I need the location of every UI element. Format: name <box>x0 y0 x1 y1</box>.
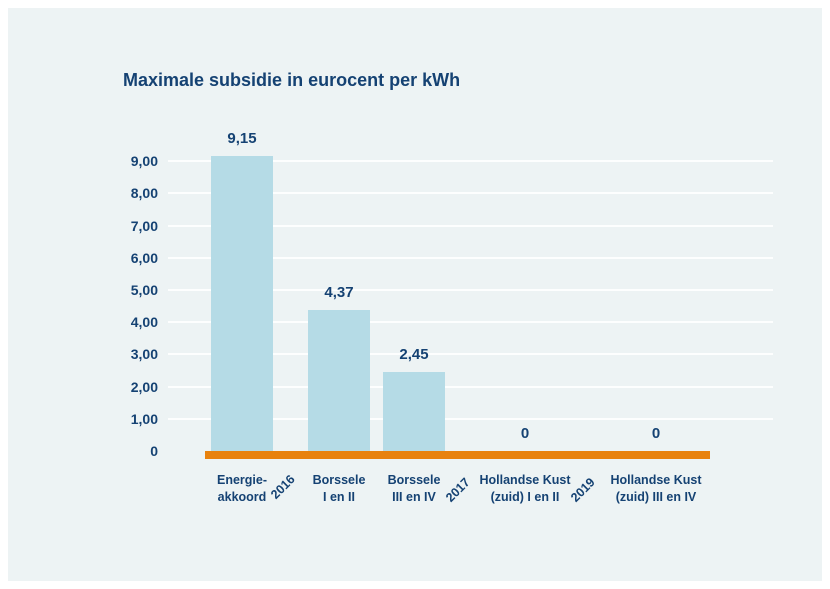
gridline <box>168 321 773 324</box>
bar <box>383 372 445 451</box>
category-label-line: akkoord <box>217 489 267 504</box>
y-tick-label: 1,00 <box>130 410 158 427</box>
gridline <box>168 224 773 227</box>
category-label-line: Borssele <box>312 473 366 487</box>
y-tick-label: 7,00 <box>130 217 158 234</box>
category-label-line: Hollandse Kust <box>479 473 571 487</box>
bar-value-label: 9,15 <box>227 130 257 148</box>
gridline <box>168 385 773 388</box>
category-label-line: Energie- <box>216 473 267 487</box>
category-label: Borssele I en II <box>277 472 401 506</box>
category-label: Energie-akkoord <box>180 472 304 506</box>
y-tick-label: 4,00 <box>130 314 158 331</box>
bar <box>211 156 273 451</box>
gridline <box>168 353 773 356</box>
category-label-line: (zuid) I en II <box>490 489 560 504</box>
chart-title: Maximale subsidie in eurocent per kWh <box>123 70 461 90</box>
gridline <box>168 256 773 259</box>
bar-value-label: 0 <box>520 425 530 442</box>
gridline <box>168 192 773 195</box>
category-label-line: I en II <box>323 489 355 504</box>
chart-panel: Maximale subsidie in eurocent per kWh 9,… <box>8 8 822 581</box>
category-label: Borssele III en IV <box>352 472 476 506</box>
bar-value-label: 2,45 <box>399 346 429 364</box>
category-label-line: (zuid) III en IV <box>615 489 697 504</box>
category-label-line: Hollandse Kust <box>610 473 702 487</box>
y-tick-label: 0 <box>150 443 158 459</box>
y-tick-label: 8,00 <box>130 185 158 202</box>
category-label-line: III en IV <box>392 489 436 504</box>
y-tick-label: 6,00 <box>130 249 158 266</box>
category-label-line: Borssele <box>387 473 441 487</box>
y-tick-label: 3,00 <box>130 346 158 363</box>
y-tick-label: 5,00 <box>130 282 158 298</box>
bar-value-label: 4,37 <box>324 284 354 302</box>
chart-area: 9,00 8,00 7,00 6,00 5,00 4,00 3,00 2,00 1,00 0 9,1… <box>8 8 822 581</box>
category-label: Hollandse Kust (zuid) III en IV <box>594 472 718 506</box>
y-tick-label: 2,00 <box>130 378 158 395</box>
x-axis-line <box>205 451 710 459</box>
y-tick-label: 9,00 <box>130 153 158 170</box>
gridline <box>168 289 773 291</box>
bar <box>308 310 370 451</box>
bar-value-label: 0 <box>651 425 661 442</box>
category-label: Hollandse Kust (zuid) I en II <box>463 472 587 506</box>
gridline <box>168 417 773 420</box>
gridline <box>168 160 773 163</box>
